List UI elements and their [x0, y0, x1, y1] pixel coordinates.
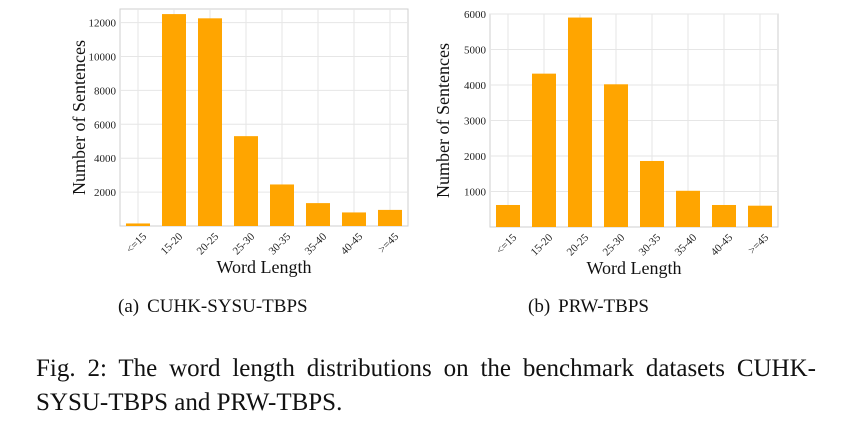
- y-tick-label: 2000: [94, 187, 117, 199]
- y-tick-label: 10000: [89, 51, 117, 63]
- x-tick-label: 25-30: [601, 231, 628, 258]
- y-tick-label: 4000: [94, 153, 117, 165]
- bar-35-40: [306, 203, 330, 226]
- bar-40-45: [342, 212, 366, 226]
- x-tick-label: 20-25: [195, 230, 222, 257]
- y-tick-label: 6000: [464, 9, 487, 21]
- x-tick-label: 35-40: [303, 230, 330, 257]
- x-tick-label: 25-30: [231, 230, 258, 257]
- bar-<=15: [126, 223, 150, 226]
- x-tick-label: 40-45: [339, 230, 366, 257]
- bar-25-30: [234, 136, 258, 226]
- x-tick-label: 40-45: [709, 231, 736, 258]
- y-tick-label: 8000: [94, 85, 117, 97]
- y-tick-label: 12000: [89, 18, 117, 30]
- bar-30-35: [640, 160, 664, 227]
- x-axis-title: Word Length: [216, 257, 311, 277]
- y-tick-label: 3000: [464, 116, 487, 128]
- x-axis-title: Word Length: [586, 258, 681, 278]
- y-tick-label: 6000: [94, 119, 117, 131]
- subcaption-a-text: CUHK-SYSU-TBPS: [147, 296, 308, 317]
- x-tick-label: 30-35: [637, 231, 664, 258]
- y-tick-label: 2000: [464, 151, 487, 163]
- x-tick-label: 15-20: [159, 230, 186, 257]
- x-tick-label: <=15: [124, 230, 149, 255]
- subcaption-b: (b) PRW-TBPS: [528, 296, 649, 318]
- x-tick-label: >=45: [746, 231, 771, 256]
- x-tick-label: <=15: [494, 231, 519, 256]
- bar-25-30: [604, 84, 628, 227]
- figure-caption: Fig. 2: The word length distributions on…: [36, 355, 816, 416]
- bar-15-20: [162, 14, 186, 226]
- bar-35-40: [676, 190, 700, 227]
- bar-20-25: [568, 17, 592, 227]
- subcaption-b-index: (b): [528, 296, 551, 317]
- bar-15-20: [532, 73, 556, 227]
- bar-30-35: [270, 184, 294, 226]
- x-tick-label: 30-35: [267, 230, 294, 257]
- subcaption-a-index: (a): [118, 296, 140, 317]
- y-axis-title: Number of Sentences: [433, 43, 453, 198]
- subcaption-a: (a) CUHK-SYSU-TBPS: [118, 296, 308, 318]
- bar->=45: [748, 205, 772, 227]
- bar-40-45: [712, 204, 736, 227]
- chart-prw: 1000 2000 3000 4000 5000 6000 <=15 15-20 20-25 25…: [433, 9, 779, 278]
- y-axis-title: Number of Sentences: [69, 40, 89, 195]
- x-tick-label: 35-40: [673, 231, 700, 258]
- x-tick-label: 20-25: [565, 231, 592, 258]
- y-tick-label: 5000: [464, 45, 487, 57]
- bar->=45: [378, 209, 402, 226]
- y-tick-label: 4000: [464, 80, 487, 92]
- x-tick-label: 15-20: [529, 231, 556, 258]
- bar-<=15: [496, 204, 520, 227]
- chart-cuhk-sysu: 2000 4000 6000 8000 10000 12000 <=15 15-20 20-25…: [69, 8, 409, 277]
- subcaption-b-text: PRW-TBPS: [558, 296, 649, 317]
- x-tick-label: >=45: [376, 230, 401, 255]
- bar-20-25: [198, 18, 222, 226]
- y-tick-label: 1000: [464, 187, 487, 199]
